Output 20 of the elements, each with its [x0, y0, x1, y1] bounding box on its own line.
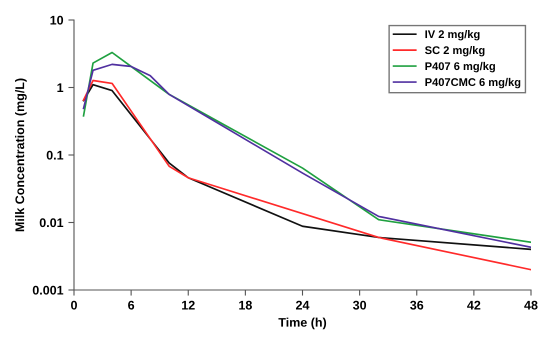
y-tick-label: 0.001 — [32, 286, 64, 295]
y-tick-label: 1 — [57, 83, 64, 92]
legend-label: P407CMC 6 mg/kg — [425, 78, 520, 88]
x-axis-title: Time (h) — [278, 318, 326, 330]
x-tick-label: 48 — [524, 300, 538, 310]
legend-label: P407 6 mg/kg — [425, 62, 495, 72]
x-tick-label: 24 — [296, 300, 310, 310]
y-axis-title: Milk Concentration (mg/L) — [15, 78, 27, 232]
legend-label: IV 2 mg/kg — [425, 30, 480, 40]
x-tick-label: 36 — [410, 300, 424, 310]
x-tick-label: 42 — [467, 300, 480, 310]
x-tick-label: 12 — [182, 300, 195, 310]
y-tick-label: 0.01 — [40, 218, 64, 228]
x-tick-label: 30 — [352, 300, 366, 310]
y-tick-label: 0.1 — [46, 150, 64, 160]
x-tick-label: 0 — [71, 300, 77, 310]
x-tick-label: 6 — [128, 300, 134, 310]
y-tick-label: 10 — [50, 16, 64, 25]
x-tick-label: 18 — [239, 300, 252, 310]
legend-label: SC 2 mg/kg — [424, 46, 484, 56]
